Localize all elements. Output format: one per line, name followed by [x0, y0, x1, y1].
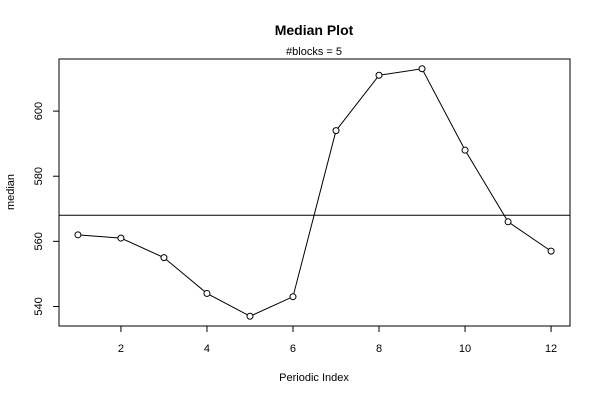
data-point	[246, 312, 254, 320]
y-tick-label: 560	[33, 232, 45, 250]
y-tick-label: 580	[33, 167, 45, 185]
x-tick-label: 12	[545, 343, 557, 355]
data-point	[74, 231, 82, 239]
median-series-line	[77, 68, 552, 317]
data-point	[332, 127, 340, 135]
x-axis: 2 4 6 8 10 12	[118, 326, 557, 355]
x-axis-label: Periodic Index	[279, 372, 349, 384]
y-axis-label: median	[5, 174, 17, 210]
data-point	[289, 293, 297, 301]
data-point	[504, 218, 512, 226]
chart-title: Median Plot	[275, 22, 354, 38]
x-tick-label: 8	[376, 343, 382, 355]
data-point	[203, 289, 211, 297]
plot-frame	[58, 58, 571, 327]
data-point	[117, 234, 125, 242]
x-tick-label: 4	[204, 343, 210, 355]
y-tick-label: 600	[33, 102, 45, 120]
median-points	[74, 65, 555, 320]
x-tick-label: 2	[118, 343, 124, 355]
y-tick-label: 540	[33, 297, 45, 315]
data-point	[461, 146, 469, 154]
x-tick-label: 6	[290, 343, 296, 355]
data-point	[375, 71, 383, 79]
y-axis: 540 560 580 600	[33, 102, 59, 316]
data-point	[160, 254, 168, 262]
chart-subtitle: #blocks = 5	[286, 46, 342, 58]
data-point	[547, 247, 555, 255]
x-tick-label: 10	[459, 343, 471, 355]
data-point	[418, 65, 426, 73]
